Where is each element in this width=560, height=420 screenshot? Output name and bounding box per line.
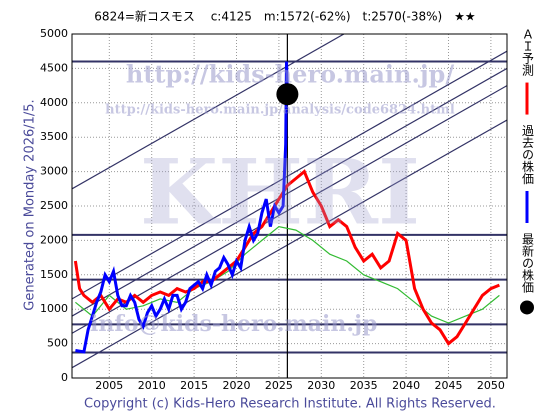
y-tick-label: 3000 [40, 165, 68, 178]
watermark-url: http://kids-hero.main.jp/ [126, 60, 454, 89]
x-tick-label: 2010 [138, 379, 166, 392]
x-tick-label: 2040 [392, 379, 420, 392]
x-tick-label: 2050 [477, 379, 505, 392]
y-tick-label: 0 [61, 371, 68, 384]
y-tick-label: 2500 [40, 199, 68, 212]
legend-label: ＡＩ予測 [521, 28, 535, 77]
trend-line [72, 34, 346, 190]
latest-point [276, 83, 299, 106]
x-tick-label: 2045 [434, 379, 462, 392]
watermark-page: http://kids-hero.main.jp/analysis/code68… [105, 103, 455, 118]
x-tick-label: 2015 [180, 379, 208, 392]
y-tick-label: 3500 [40, 130, 68, 143]
generated-note: Generated on Monday 2026/1/5. [23, 99, 38, 310]
legend-swatch [520, 300, 534, 315]
watermark-mail: info@kids-hero.main.jp [90, 311, 377, 337]
y-tick-label: 5000 [40, 27, 68, 40]
series-line [75, 225, 500, 324]
watermarks: http://kids-hero.main.jp/ http://kids-he… [90, 60, 455, 338]
plot-border [71, 33, 508, 379]
legend-label: 最新の株価 [521, 233, 535, 293]
legend-label: 過去の株価 [521, 124, 535, 184]
plot-area [72, 34, 507, 378]
series-line [75, 61, 289, 354]
y-tick-label: 4000 [40, 96, 68, 109]
y-tick-label: 500 [47, 337, 68, 350]
trend-line [72, 67, 507, 317]
y-tick-label: 1500 [40, 268, 68, 281]
copyright: Copyright (c) Kids-Hero Research Institu… [84, 397, 496, 412]
y-tick-label: 4500 [40, 61, 68, 74]
y-tick-label: 2000 [40, 233, 68, 246]
watermark-logo: KHRI [140, 140, 420, 246]
x-tick-label: 2005 [95, 379, 123, 392]
x-tick-label: 2025 [265, 379, 293, 392]
x-tick-label: 2030 [307, 379, 335, 392]
trend-line [72, 50, 507, 300]
x-tick-label: 2035 [350, 379, 378, 392]
x-tick-label: 2020 [223, 379, 251, 392]
trend-line [72, 85, 507, 334]
chart-title: 6824=新コスモス c:4125 m:1572(-62%) t:2570(-3… [94, 9, 475, 24]
y-tick-label: 1000 [40, 302, 68, 315]
